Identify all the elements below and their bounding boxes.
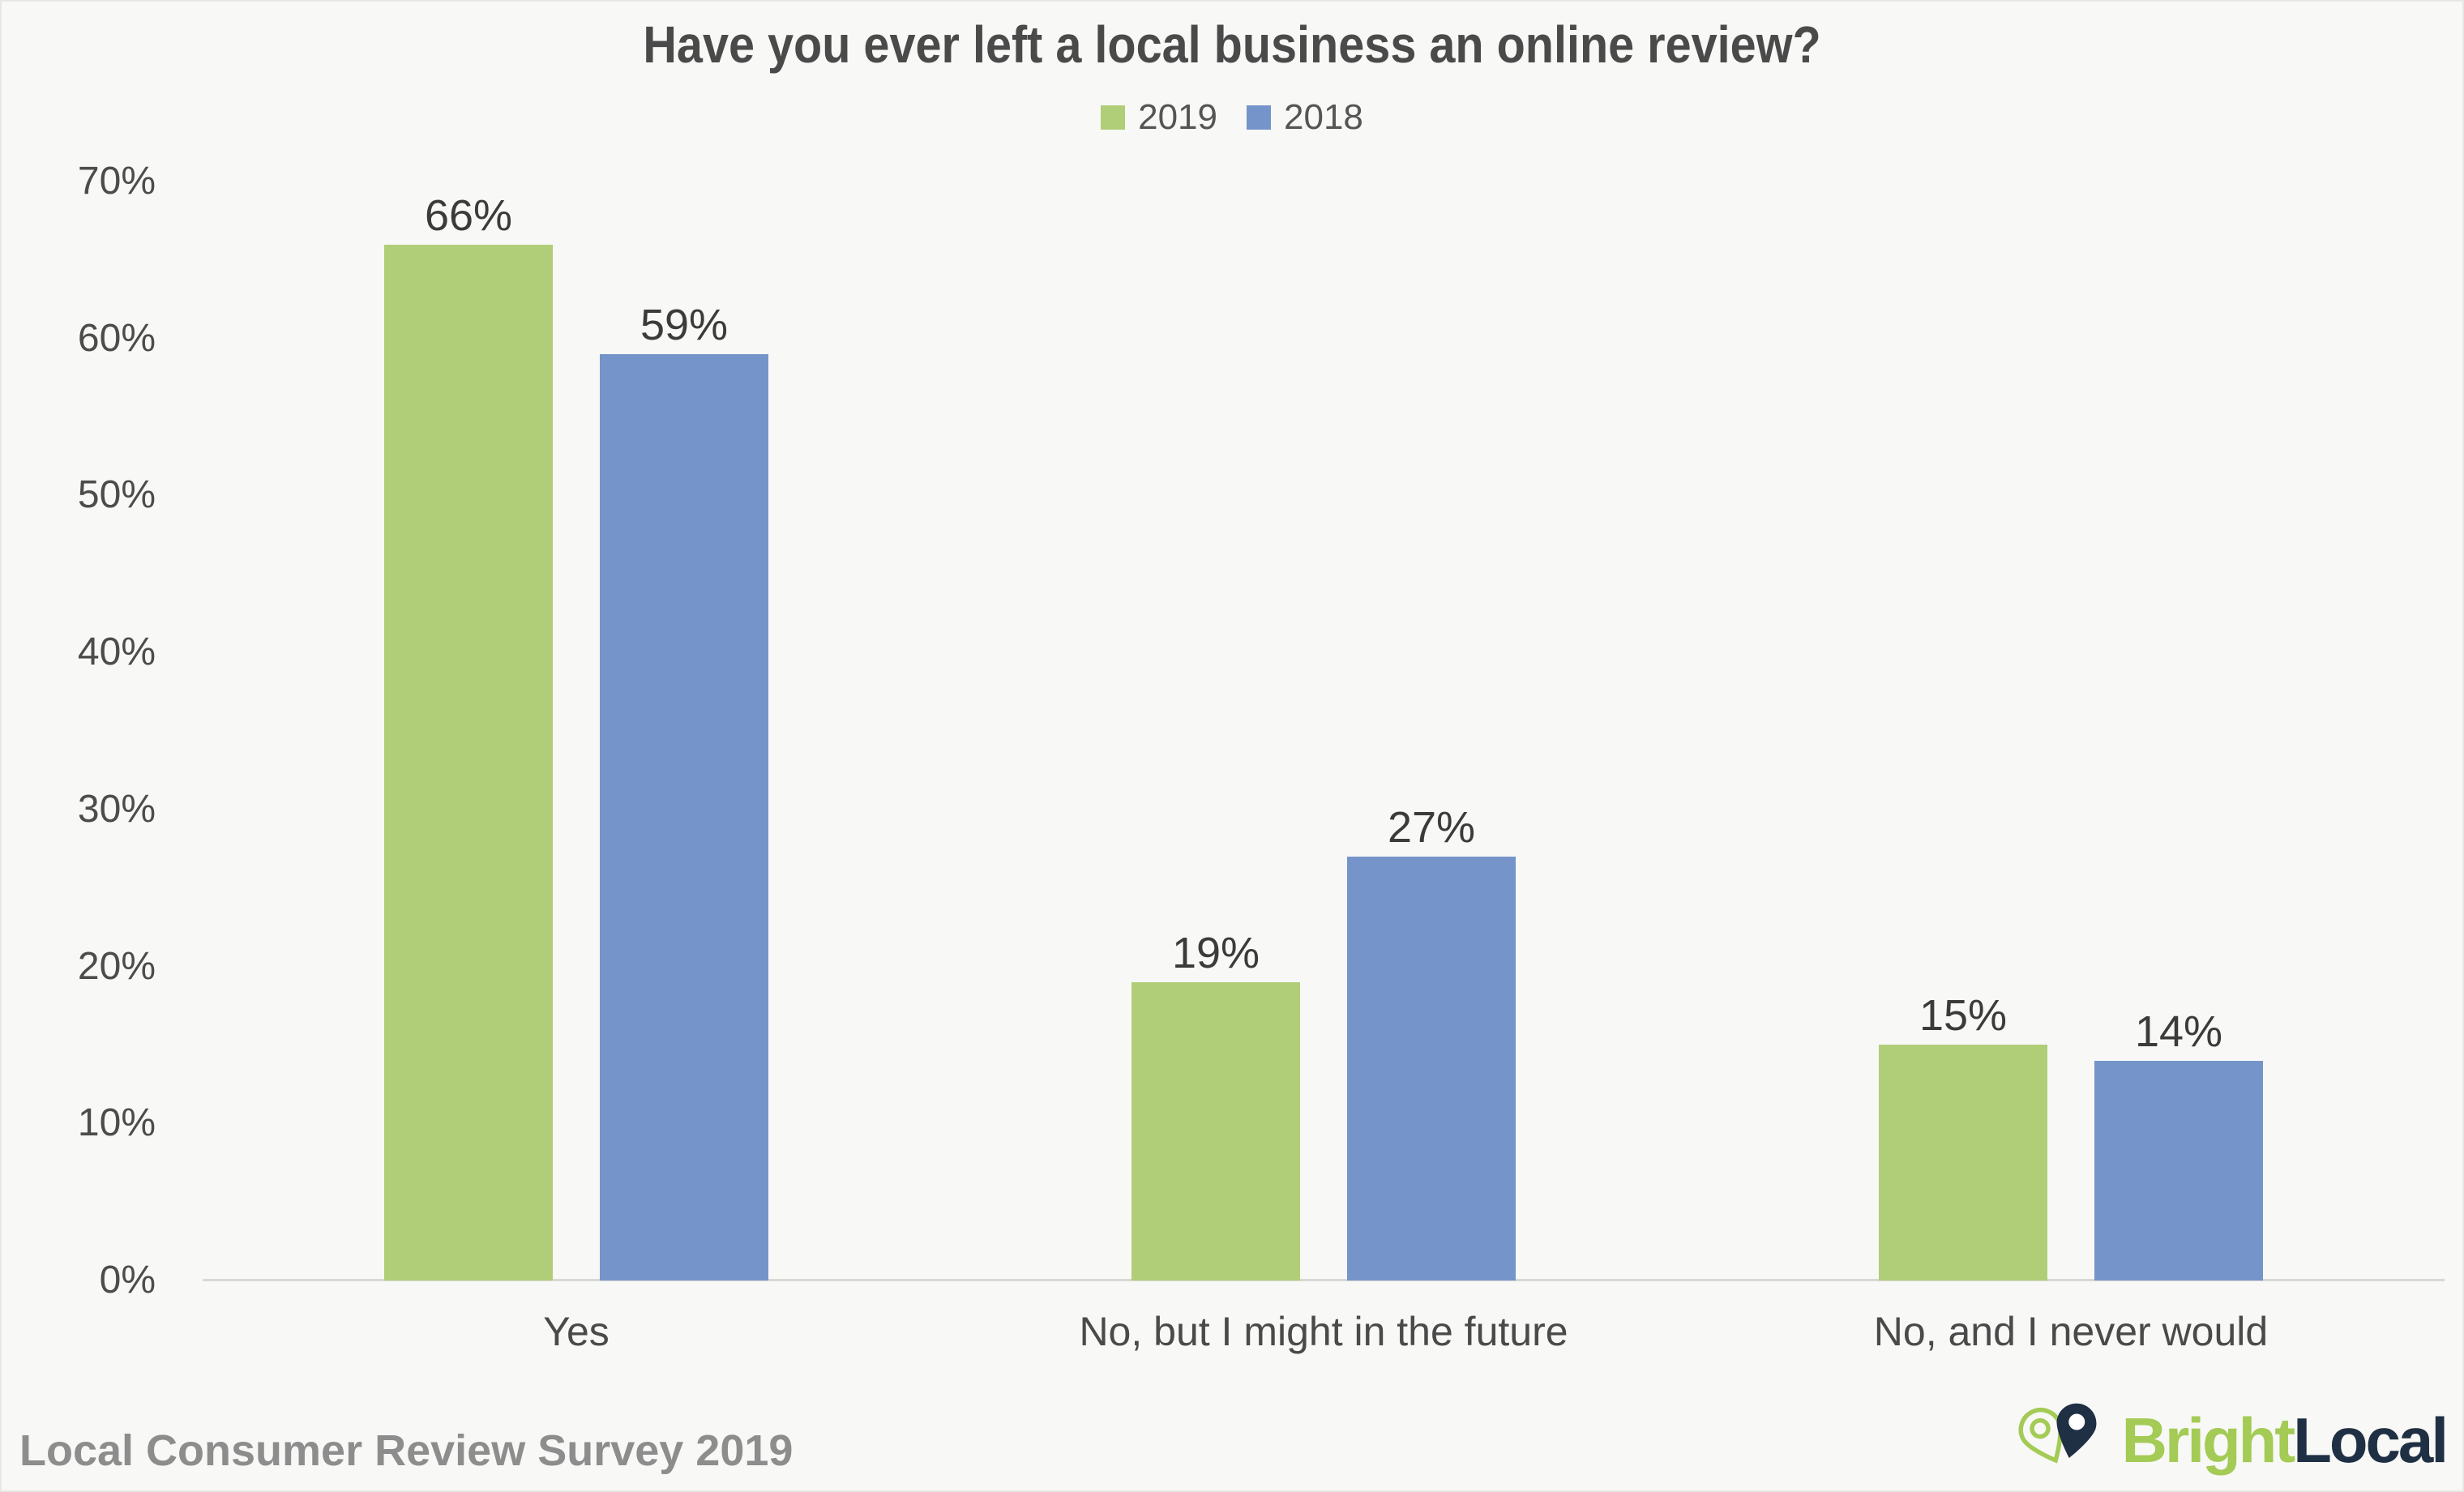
bar-value-label: 19%	[1171, 928, 1260, 977]
brand-word-local: Local	[2293, 1404, 2449, 1476]
legend-item-2019: 2019	[1101, 97, 1217, 138]
chart-title: Have you ever left a local business an o…	[643, 15, 1821, 74]
bar-value-label: 15%	[1919, 991, 2008, 1041]
bar-2019: 66%	[384, 182, 553, 1280]
y-tick-label: 30%	[77, 787, 156, 831]
brand-word-bright: Bright	[2121, 1404, 2296, 1476]
brand-wordmark: BrightLocal	[2121, 1404, 2449, 1477]
bar-2018: 59%	[600, 182, 768, 1280]
bar-group: 66% 59%	[203, 182, 950, 1280]
legend-swatch-2019	[1101, 105, 1126, 130]
bar-fill-2018	[2094, 1060, 2263, 1280]
legend-item-2018: 2018	[1247, 97, 1363, 138]
bar-2018: 27%	[1347, 182, 1516, 1280]
y-tick-label: 40%	[77, 631, 156, 674]
legend-label: 2018	[1284, 97, 1363, 137]
y-tick-label: 0%	[99, 1259, 156, 1302]
bar-fill-2018	[1347, 856, 1516, 1280]
y-tick-label: 10%	[77, 1101, 156, 1145]
bar-fill-2018	[600, 354, 768, 1280]
category-labels: Yes No, but I might in the future No, and …	[203, 1308, 2445, 1355]
y-tick-label: 60%	[77, 316, 156, 360]
legend-swatch-2018	[1247, 105, 1271, 130]
bar-group: 15% 14%	[1697, 182, 2445, 1280]
bar-2019: 19%	[1131, 182, 1300, 1280]
y-tick-label: 50%	[77, 473, 156, 517]
y-tick-label: 70%	[77, 160, 156, 203]
bar-value-label: 59%	[640, 301, 729, 350]
bar-value-label: 66%	[424, 190, 513, 240]
category-label: Yes	[543, 1309, 610, 1354]
source-caption: Local Consumer Review Survey 2019	[19, 1426, 794, 1475]
bar-2018: 14%	[2094, 182, 2263, 1280]
x-axis-line	[203, 1279, 2445, 1281]
bar-fill-2019	[1131, 981, 1300, 1280]
bar-value-label: 14%	[2134, 1007, 2223, 1056]
legend-label: 2019	[1138, 97, 1217, 137]
bar-fill-2019	[384, 244, 553, 1280]
y-axis: 0% 10% 20% 30% 40% 50% 60% 70%	[34, 162, 156, 1300]
bar-group: 19% 27%	[950, 182, 1697, 1280]
bar-fill-2019	[1879, 1045, 2047, 1280]
brand-logo: BrightLocal	[2018, 1400, 2449, 1481]
category-label: No, and I never would	[1873, 1309, 2269, 1354]
y-tick-label: 20%	[77, 944, 156, 988]
category-label: No, but I might in the future	[1079, 1309, 1568, 1354]
bar-2019: 15%	[1879, 182, 2047, 1280]
brightlocal-pin-icon	[2018, 1403, 2097, 1464]
plot-area: 66% 59% 19% 27% 15% 14%	[203, 182, 2445, 1280]
bar-value-label: 27%	[1387, 802, 1476, 852]
legend: 2019 2018	[2, 97, 2462, 138]
